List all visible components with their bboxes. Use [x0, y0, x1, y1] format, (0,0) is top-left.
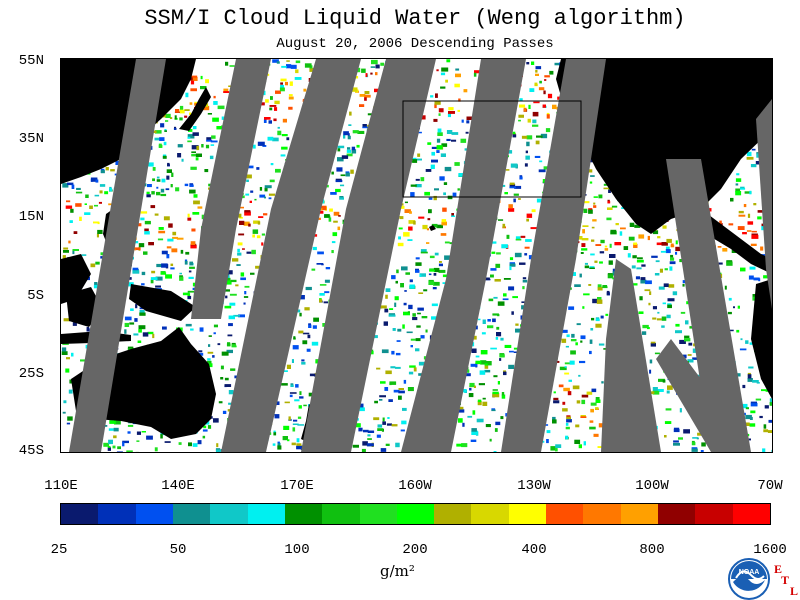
etl-letter: L [790, 584, 799, 598]
orbit-gap [191, 59, 271, 319]
colorbar-swatch [98, 504, 136, 524]
orbit-gap [756, 99, 772, 309]
lon-label: 110E [44, 478, 78, 494]
colorbar-label: 800 [639, 542, 665, 558]
colorbar-swatch [583, 504, 621, 524]
orbit-gaps [69, 59, 772, 452]
orbit-gap [69, 59, 166, 452]
colorbar-swatch [732, 504, 770, 524]
lat-label: 45S [18, 443, 44, 459]
lon-label: 160W [398, 478, 432, 494]
colorbar-swatch [359, 504, 397, 524]
colorbar-swatch [135, 504, 173, 524]
land-new-guinea [129, 284, 196, 321]
colorbar-label: 1600 [753, 542, 787, 558]
colorbar-label: 400 [521, 542, 547, 558]
etl-letter: E [774, 562, 783, 576]
lon-label: 140E [161, 478, 195, 494]
lon-label: 100W [635, 478, 669, 494]
colorbar-swatch [695, 504, 733, 524]
lon-label: 170E [280, 478, 314, 494]
logo-text: NOAA [739, 569, 760, 576]
land-central-america [701, 209, 772, 274]
units-label: g/m² [380, 562, 415, 580]
orbit-gap [666, 159, 751, 452]
noaa-logo-icon: NOAA [728, 558, 770, 600]
land-japan [179, 87, 211, 131]
colorbar-label: 100 [284, 542, 310, 558]
colorbar-swatch [61, 504, 99, 524]
land-se-asia [61, 254, 91, 304]
region-box [402, 100, 582, 198]
land-south-america [751, 279, 772, 399]
colorbar [60, 503, 771, 525]
lat-label: 15N [18, 209, 44, 225]
colorbar-label: 200 [402, 542, 428, 558]
colorbar-swatch [508, 504, 547, 524]
orbit-gap [301, 59, 436, 452]
lon-label: 130W [517, 478, 551, 494]
lat-label: 55N [18, 53, 44, 69]
lat-label: 5S [27, 288, 44, 304]
colorbar-swatch [284, 504, 323, 524]
colorbar-swatch [546, 504, 584, 524]
colorbar-swatch [172, 504, 211, 524]
colorbar-swatch [658, 504, 696, 524]
cloud-water-map [61, 59, 772, 452]
etl-letter: T [781, 573, 790, 587]
orbit-gap [601, 259, 661, 452]
colorbar-swatch [247, 504, 285, 524]
lat-label: 35N [18, 131, 44, 147]
colorbar-label: 50 [169, 542, 187, 558]
land-hawaii [429, 225, 436, 231]
map-area [60, 58, 773, 453]
lat-label: 25S [18, 366, 44, 382]
land-north-america [556, 59, 772, 234]
lon-label: 70W [757, 478, 783, 494]
orbit-gap [501, 59, 606, 452]
colorbar-swatch [396, 504, 435, 524]
colorbar-swatch [322, 504, 360, 524]
map-subtitle: August 20, 2006 Descending Passes [276, 36, 554, 52]
colorbar-swatch [210, 504, 248, 524]
colorbar-swatch [434, 504, 472, 524]
colorbar-swatch [471, 504, 509, 524]
orbit-gap [221, 59, 361, 452]
colorbar-label: 25 [50, 542, 68, 558]
map-title: SSM/I Cloud Liquid Water (Weng algorithm… [144, 6, 686, 31]
colorbar-swatch [620, 504, 658, 524]
orbit-gap [401, 59, 526, 452]
